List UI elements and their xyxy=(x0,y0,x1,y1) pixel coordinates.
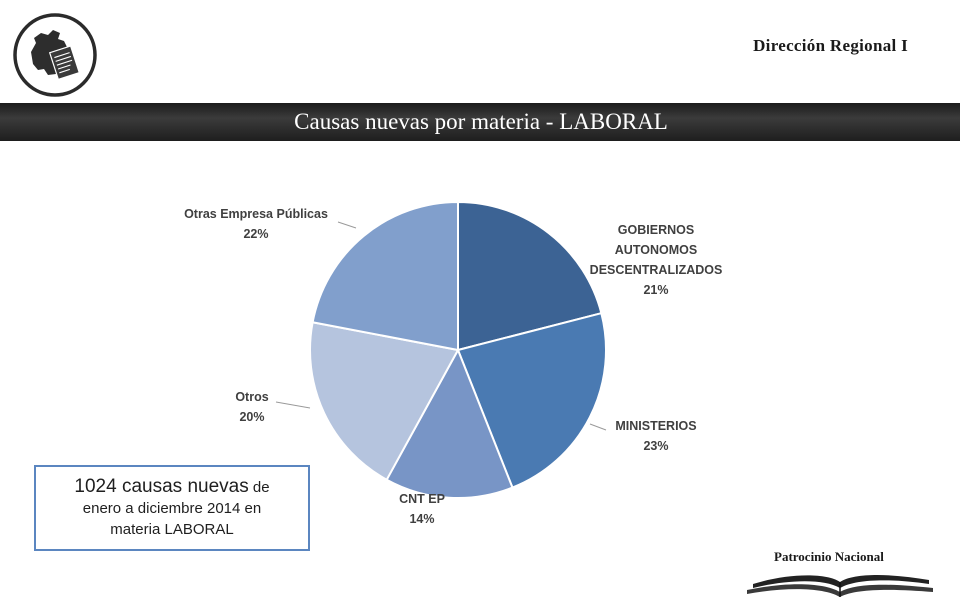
slice-value-label: 23% xyxy=(643,439,668,453)
header-organization: Dirección Regional I xyxy=(753,36,908,55)
summary-note-line2: enero a diciembre 2014 en xyxy=(82,500,262,517)
logo-icon xyxy=(13,13,97,97)
slice-category-label: DESCENTRALIZADOS xyxy=(590,263,723,277)
footer-organization: Patrocinio Nacional xyxy=(774,549,884,564)
slice-category-label: CNT EP xyxy=(399,492,445,506)
open-book-icon xyxy=(747,575,933,597)
slice-category-label: MINISTERIOS xyxy=(615,419,696,433)
leader-line xyxy=(275,401,311,409)
slice-category-label: AUTONOMOS xyxy=(615,243,697,257)
summary-note-box: 1024 causas nuevas de enero a diciembre … xyxy=(34,465,310,551)
title-band: Causas nuevas por materia - LABORAL xyxy=(0,103,960,141)
summary-note-highlight: 1024 causas nuevas xyxy=(74,476,249,497)
pie-slice-gobiernos-autonomos-descentralizados xyxy=(457,200,603,352)
slice-category-label: GOBIERNOS xyxy=(618,223,694,237)
pie-slice-ministerios xyxy=(456,311,607,489)
slice-value-label: 21% xyxy=(643,283,668,297)
slice-value-label: 20% xyxy=(239,410,264,424)
pie-slice-otras-empresa-p-blicas xyxy=(311,200,459,352)
leader-line xyxy=(337,221,357,229)
summary-note-line1: 1024 causas nuevas de xyxy=(42,476,302,498)
pie-slice-otros xyxy=(309,321,460,482)
leader-line xyxy=(589,423,607,431)
pie-chart: GOBIERNOS AUTONOMOS DESCENTRALIZADOS 21% MIN… xyxy=(184,200,723,526)
summary-note-line3: materia LABORAL xyxy=(110,521,234,538)
page-title-text: Causas nuevas por materia - LABORAL xyxy=(294,109,668,134)
page-title: Causas nuevas por materia - LABORAL xyxy=(0,103,960,141)
slice-category-label: Otros xyxy=(235,390,268,404)
slice-value-label: 14% xyxy=(409,512,434,526)
pie-slice-cnt-ep xyxy=(385,347,514,499)
slice-category-label: Otras Empresa Públicas xyxy=(184,207,328,221)
summary-note-line1-tail: de xyxy=(248,479,270,496)
slice-value-label: 22% xyxy=(243,227,268,241)
